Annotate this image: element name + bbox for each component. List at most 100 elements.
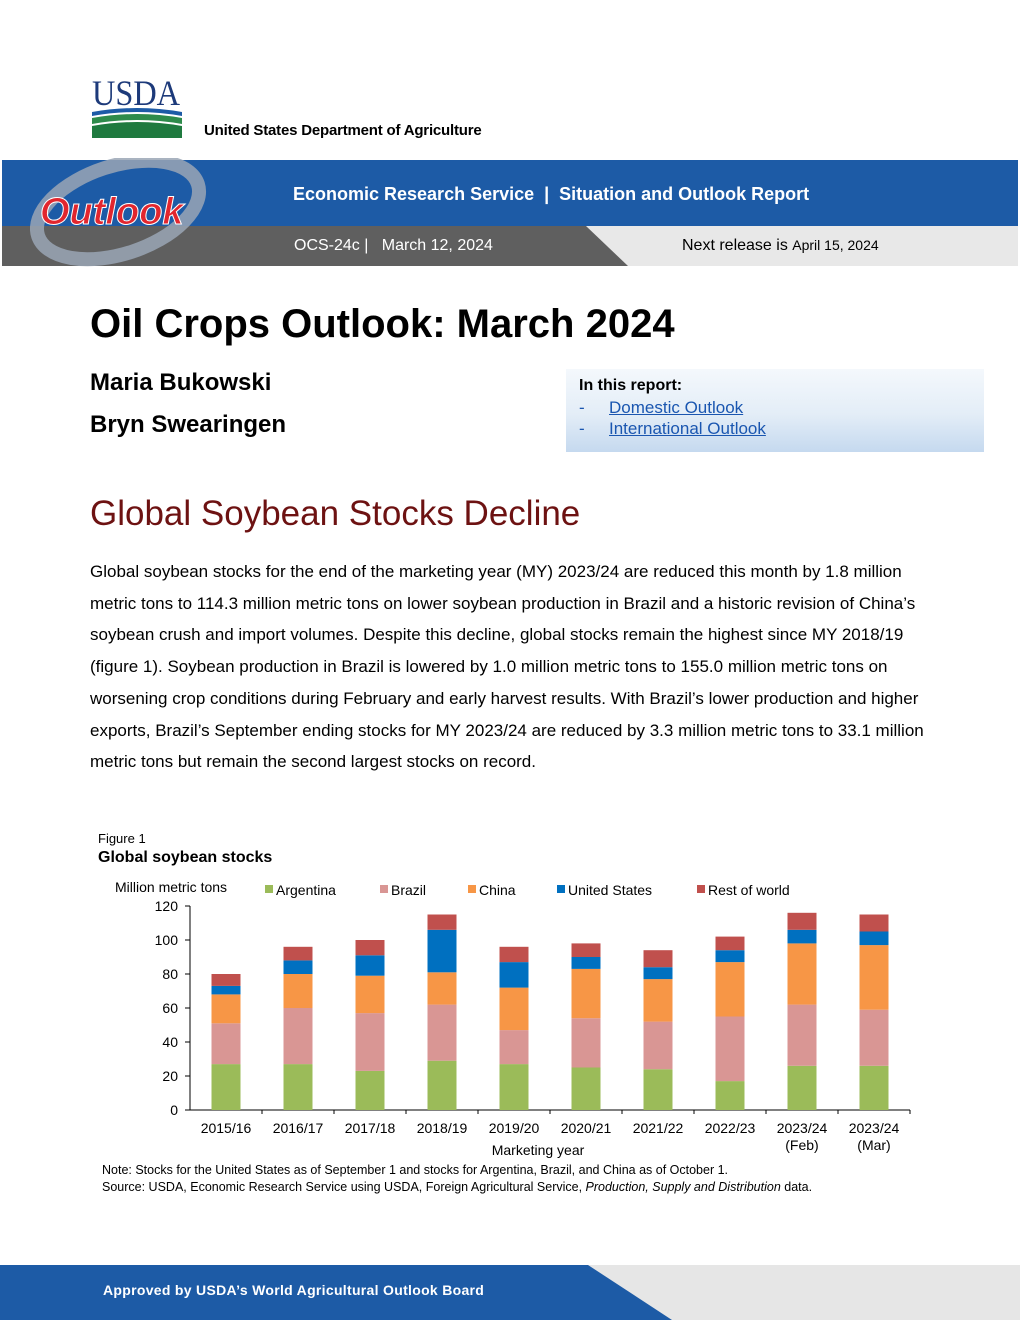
bar-segment-china <box>787 943 817 1005</box>
bar-segment-brazil <box>859 1009 889 1066</box>
x-tick-label: 2021/22 <box>633 1120 684 1136</box>
figure-source-suffix: data. <box>780 1180 813 1194</box>
bar-segment-rest-of-world <box>571 943 601 957</box>
legend-swatch <box>468 885 476 893</box>
bar-segment-argentina <box>715 1081 745 1110</box>
legend-swatch <box>265 885 273 893</box>
usda-logo-text: USDA <box>92 76 180 113</box>
next-release: Next release is April 15, 2024 <box>682 237 879 255</box>
bar-segment-brazil <box>283 1008 313 1065</box>
bar-segment-brazil <box>643 1021 673 1070</box>
bar-segment-united-states <box>571 957 601 969</box>
in-this-report-box <box>566 369 984 452</box>
bar-segment-rest-of-world <box>499 946 529 963</box>
figure-source-prefix: Source: USDA, Economic Research Service … <box>102 1180 586 1194</box>
bar-segment-china <box>643 979 673 1022</box>
toc-dash: - <box>579 398 585 417</box>
bar-segment-argentina <box>643 1069 673 1110</box>
bar-segment-brazil <box>787 1004 817 1066</box>
figure-label: Figure 1 <box>98 831 146 846</box>
stacked-bar-chart: Million metric tons Argentina Brazil China U… <box>115 879 911 1158</box>
x-tick-label: 2020/21 <box>561 1120 612 1136</box>
bar-segment-argentina <box>283 1064 313 1110</box>
bar-segment-united-states <box>211 985 241 995</box>
next-release-date: April 15, 2024 <box>792 237 879 253</box>
x-tick-label: 2023/24 <box>777 1120 828 1136</box>
y-tick-label: 80 <box>162 966 178 982</box>
y-tick-label: 100 <box>155 932 179 948</box>
y-tick-label: 40 <box>162 1034 178 1050</box>
bar-segment-rest-of-world <box>211 974 241 986</box>
banner-title: Economic Research Service | Situation an… <box>293 184 810 204</box>
legend-entry: Rest of world <box>708 882 790 898</box>
header-banner <box>2 160 1018 226</box>
bar-segment-brazil <box>211 1023 241 1065</box>
bar-segment-rest-of-world <box>355 940 385 956</box>
bar-segment-china <box>355 975 385 1014</box>
bar-segment-united-states <box>715 950 745 963</box>
footer-bar <box>0 1265 1020 1320</box>
legend-entry: China <box>479 882 516 898</box>
bar-segment-rest-of-world <box>283 946 313 961</box>
bar-segment-united-states <box>643 967 673 980</box>
bar-segment-argentina <box>787 1065 817 1110</box>
bar-segment-brazil <box>715 1016 745 1082</box>
next-release-label: Next release is <box>682 237 793 254</box>
x-tick-label: 2019/20 <box>489 1120 540 1136</box>
toc-link-international-outlook[interactable]: International Outlook <box>609 419 766 438</box>
x-tick-label: 2018/19 <box>417 1120 468 1136</box>
bar-segment-brazil <box>571 1018 601 1068</box>
bar-segment-argentina <box>355 1070 385 1110</box>
bar-segment-rest-of-world <box>715 936 745 951</box>
legend-swatch <box>697 885 705 893</box>
bar-segment-china <box>427 972 457 1005</box>
x-tick-label: 2023/24 <box>849 1120 900 1136</box>
outlook-logo: Outlook <box>30 158 207 267</box>
bar-segment-rest-of-world <box>643 950 673 968</box>
bar-segment-rest-of-world <box>859 914 889 932</box>
figure-note: Note: Stocks for the United States as of… <box>102 1163 729 1177</box>
x-axis-label: Marketing year <box>492 1142 585 1158</box>
bar-segment-china <box>715 962 745 1017</box>
author-name: Bryn Swearingen <box>90 411 287 438</box>
bar-segment-rest-of-world <box>427 914 457 930</box>
bar-segment-china <box>571 968 601 1019</box>
author-name: Maria Bukowski <box>90 369 272 396</box>
y-tick-label: 0 <box>170 1102 178 1118</box>
usda-logo: USDA <box>92 76 182 138</box>
bar-segment-united-states <box>427 929 457 973</box>
bar-segment-china <box>211 994 241 1024</box>
legend-entry: Brazil <box>391 882 426 898</box>
x-tick-label: (Feb) <box>785 1137 818 1153</box>
section-heading: Global Soybean Stocks Decline <box>90 494 581 533</box>
bar-segment-united-states <box>787 929 817 944</box>
bar-segment-china <box>283 974 313 1008</box>
bar-segment-united-states <box>859 931 889 946</box>
bar-segment-brazil <box>427 1004 457 1061</box>
bar-segment-argentina <box>427 1060 457 1110</box>
legend-entry: Argentina <box>276 882 336 898</box>
body-paragraph: Global soybean stocks for the end of the… <box>90 562 924 772</box>
bar-segment-united-states <box>283 960 313 974</box>
figure-title: Global soybean stocks <box>98 849 273 866</box>
bar-segment-argentina <box>859 1065 889 1110</box>
in-this-report-heading: In this report: <box>579 377 683 394</box>
bar-segment-argentina <box>571 1067 601 1110</box>
toc-dash: - <box>579 419 585 438</box>
agency-name: United States Department of Agriculture <box>204 122 482 139</box>
bar-segment-argentina <box>499 1064 529 1110</box>
bar-segment-china <box>499 987 529 1031</box>
legend-entry: United States <box>568 882 652 898</box>
bar-segment-united-states <box>355 955 385 976</box>
x-tick-label: 2022/23 <box>705 1120 756 1136</box>
x-tick-label: 2017/18 <box>345 1120 396 1136</box>
y-axis-label: Million metric tons <box>115 879 227 895</box>
figure-source-dataset: Production, Supply and Distribution <box>585 1180 781 1194</box>
bar-segment-brazil <box>499 1030 529 1065</box>
x-tick-label: 2015/16 <box>201 1120 252 1136</box>
x-tick-label: (Mar) <box>857 1137 890 1153</box>
bar-segment-brazil <box>355 1013 385 1071</box>
y-tick-label: 120 <box>155 898 179 914</box>
toc-link-domestic-outlook[interactable]: Domestic Outlook <box>609 398 744 417</box>
y-tick-label: 60 <box>162 1000 178 1016</box>
